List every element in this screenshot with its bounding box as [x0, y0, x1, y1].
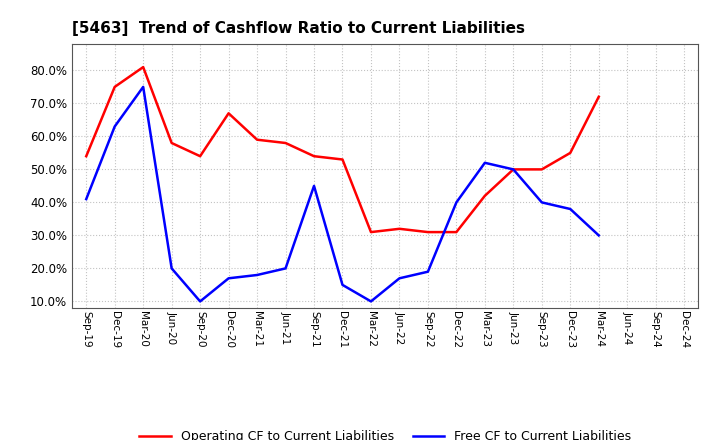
Operating CF to Current Liabilities — [423, 230, 432, 235]
Operating CF to Current Liabilities — [82, 154, 91, 159]
Free CF to Current Liabilities — [225, 275, 233, 281]
Operating CF to Current Liabilities — [167, 140, 176, 146]
Free CF to Current Liabilities — [537, 200, 546, 205]
Free CF to Current Liabilities — [452, 200, 461, 205]
Operating CF to Current Liabilities — [509, 167, 518, 172]
Operating CF to Current Liabilities — [338, 157, 347, 162]
Free CF to Current Liabilities — [82, 196, 91, 202]
Operating CF to Current Liabilities — [282, 140, 290, 146]
Operating CF to Current Liabilities — [395, 226, 404, 231]
Operating CF to Current Liabilities — [537, 167, 546, 172]
Legend: Operating CF to Current Liabilities, Free CF to Current Liabilities: Operating CF to Current Liabilities, Fre… — [135, 425, 636, 440]
Operating CF to Current Liabilities — [253, 137, 261, 143]
Operating CF to Current Liabilities — [196, 154, 204, 159]
Operating CF to Current Liabilities — [139, 64, 148, 70]
Operating CF to Current Liabilities — [595, 94, 603, 99]
Free CF to Current Liabilities — [338, 282, 347, 288]
Line: Free CF to Current Liabilities: Free CF to Current Liabilities — [86, 87, 599, 301]
Free CF to Current Liabilities — [167, 266, 176, 271]
Free CF to Current Liabilities — [139, 84, 148, 90]
Free CF to Current Liabilities — [509, 167, 518, 172]
Operating CF to Current Liabilities — [366, 230, 375, 235]
Free CF to Current Liabilities — [253, 272, 261, 278]
Free CF to Current Liabilities — [480, 160, 489, 165]
Free CF to Current Liabilities — [110, 124, 119, 129]
Text: [5463]  Trend of Cashflow Ratio to Current Liabilities: [5463] Trend of Cashflow Ratio to Curren… — [72, 21, 525, 36]
Operating CF to Current Liabilities — [452, 230, 461, 235]
Free CF to Current Liabilities — [282, 266, 290, 271]
Operating CF to Current Liabilities — [225, 110, 233, 116]
Operating CF to Current Liabilities — [310, 154, 318, 159]
Free CF to Current Liabilities — [366, 299, 375, 304]
Free CF to Current Liabilities — [423, 269, 432, 275]
Operating CF to Current Liabilities — [480, 193, 489, 198]
Free CF to Current Liabilities — [395, 275, 404, 281]
Free CF to Current Liabilities — [566, 206, 575, 212]
Free CF to Current Liabilities — [196, 299, 204, 304]
Operating CF to Current Liabilities — [566, 150, 575, 156]
Free CF to Current Liabilities — [310, 183, 318, 188]
Free CF to Current Liabilities — [595, 233, 603, 238]
Line: Operating CF to Current Liabilities: Operating CF to Current Liabilities — [86, 67, 599, 232]
Operating CF to Current Liabilities — [110, 84, 119, 90]
